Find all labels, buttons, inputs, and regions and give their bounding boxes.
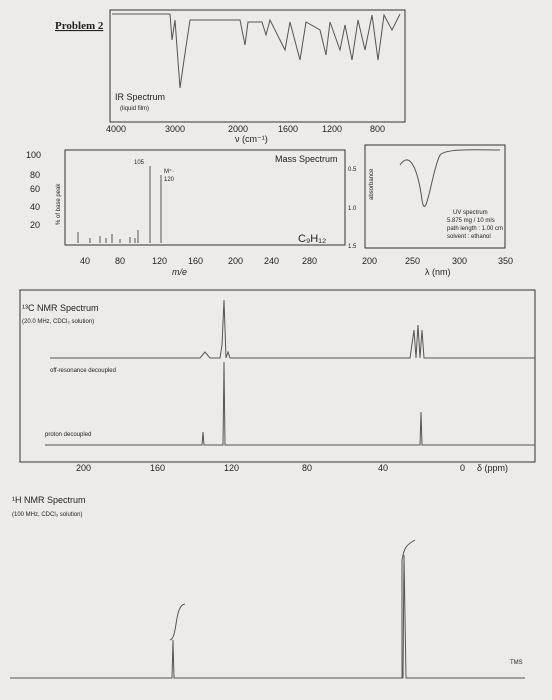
mass-y-tick: 80: [30, 170, 40, 180]
uv-note: 5.875 mg / 10 mls: [447, 218, 495, 224]
h1-integral: [401, 539, 416, 678]
c13-x-tick: 160: [150, 463, 165, 473]
ir-tick: 1200: [322, 124, 342, 134]
uv-y-tick: 1.5: [348, 244, 357, 250]
mass-peak-label: M⁺·: [164, 168, 174, 175]
mass-x-tick: 280: [302, 256, 317, 266]
ir-tick: 1600: [278, 124, 298, 134]
mass-y-tick: 60: [30, 184, 40, 194]
mass-x-tick: 200: [228, 256, 243, 266]
mass-y-label: % of base peak: [56, 183, 62, 225]
ir-tick: 3000: [165, 124, 185, 134]
uv-note: UV spectrum: [453, 210, 488, 216]
ir-frame: [109, 9, 406, 123]
mass-x-label: m/e: [172, 267, 187, 277]
c13-x-tick: 120: [224, 463, 239, 473]
ir-note: (liquid film): [120, 106, 149, 112]
c13-subtitle: (20.0 MHz, CDCl₃ solution): [22, 319, 94, 325]
c13-x-tick: 40: [378, 463, 388, 473]
c13-x-tick: 80: [302, 463, 312, 473]
formula: C₉H₁₂: [298, 233, 326, 245]
uv-x-tick: 300: [452, 256, 467, 266]
mass-frame: [64, 149, 346, 246]
ir-tick: 800: [370, 124, 385, 134]
c13-unit: δ (ppm): [477, 463, 508, 473]
ir-axis-label: ν (cm⁻¹): [235, 134, 268, 144]
mass-x-tick: 40: [80, 256, 90, 266]
ir-tick: 4000: [106, 124, 126, 134]
h1-title: ¹H NMR Spectrum: [12, 495, 86, 505]
c13-x-tick: 0: [460, 463, 465, 473]
uv-x-label: λ (nm): [425, 267, 451, 277]
tms-label: TMS: [510, 660, 523, 666]
uv-y-tick: 1.0: [348, 206, 357, 212]
ir-tick: 2000: [228, 124, 248, 134]
mass-y-tick: 40: [30, 202, 40, 212]
uv-y-tick: 0.5: [348, 167, 357, 173]
mass-title: Mass Spectrum: [275, 154, 338, 164]
c13-title: ¹³C NMR Spectrum: [22, 303, 99, 313]
c13-label: proton decoupled: [45, 432, 91, 438]
mass-x-tick: 80: [115, 256, 125, 266]
c13-x-tick: 200: [76, 463, 91, 473]
uv-x-tick: 200: [362, 256, 377, 266]
mass-peaks: [77, 166, 162, 243]
mass-x-tick: 160: [188, 256, 203, 266]
uv-note: path length : 1.00 cm: [447, 226, 503, 232]
mass-peak-label: 120: [164, 177, 175, 183]
ir-title: IR Spectrum: [115, 92, 165, 102]
uv-y-label: absorbance: [369, 168, 375, 200]
h1-subtitle: (100 MHz, CDCl₃ solution): [12, 512, 82, 518]
mass-y-tick: 100: [26, 150, 41, 160]
h1-integral: [169, 603, 186, 641]
mass-y-tick: 20: [30, 220, 40, 230]
mass-x-tick: 240: [264, 256, 279, 266]
mass-peak-label: 105: [134, 160, 145, 166]
uv-frame: [364, 144, 506, 249]
uv-x-tick: 250: [405, 256, 420, 266]
uv-x-tick: 350: [498, 256, 513, 266]
c13-off-resonance-trace: [50, 299, 535, 359]
uv-note: solvent : ethanol: [447, 234, 491, 240]
ir-trace: [112, 13, 401, 89]
c13-frame: [19, 289, 536, 463]
mass-x-tick: 120: [152, 256, 167, 266]
c13-label: off-resonance decoupled: [50, 368, 116, 374]
uv-trace: [399, 149, 501, 207]
problem-title: Problem 2: [55, 20, 104, 32]
h1-trace: [10, 554, 525, 679]
c13-proton-trace: [45, 361, 535, 446]
